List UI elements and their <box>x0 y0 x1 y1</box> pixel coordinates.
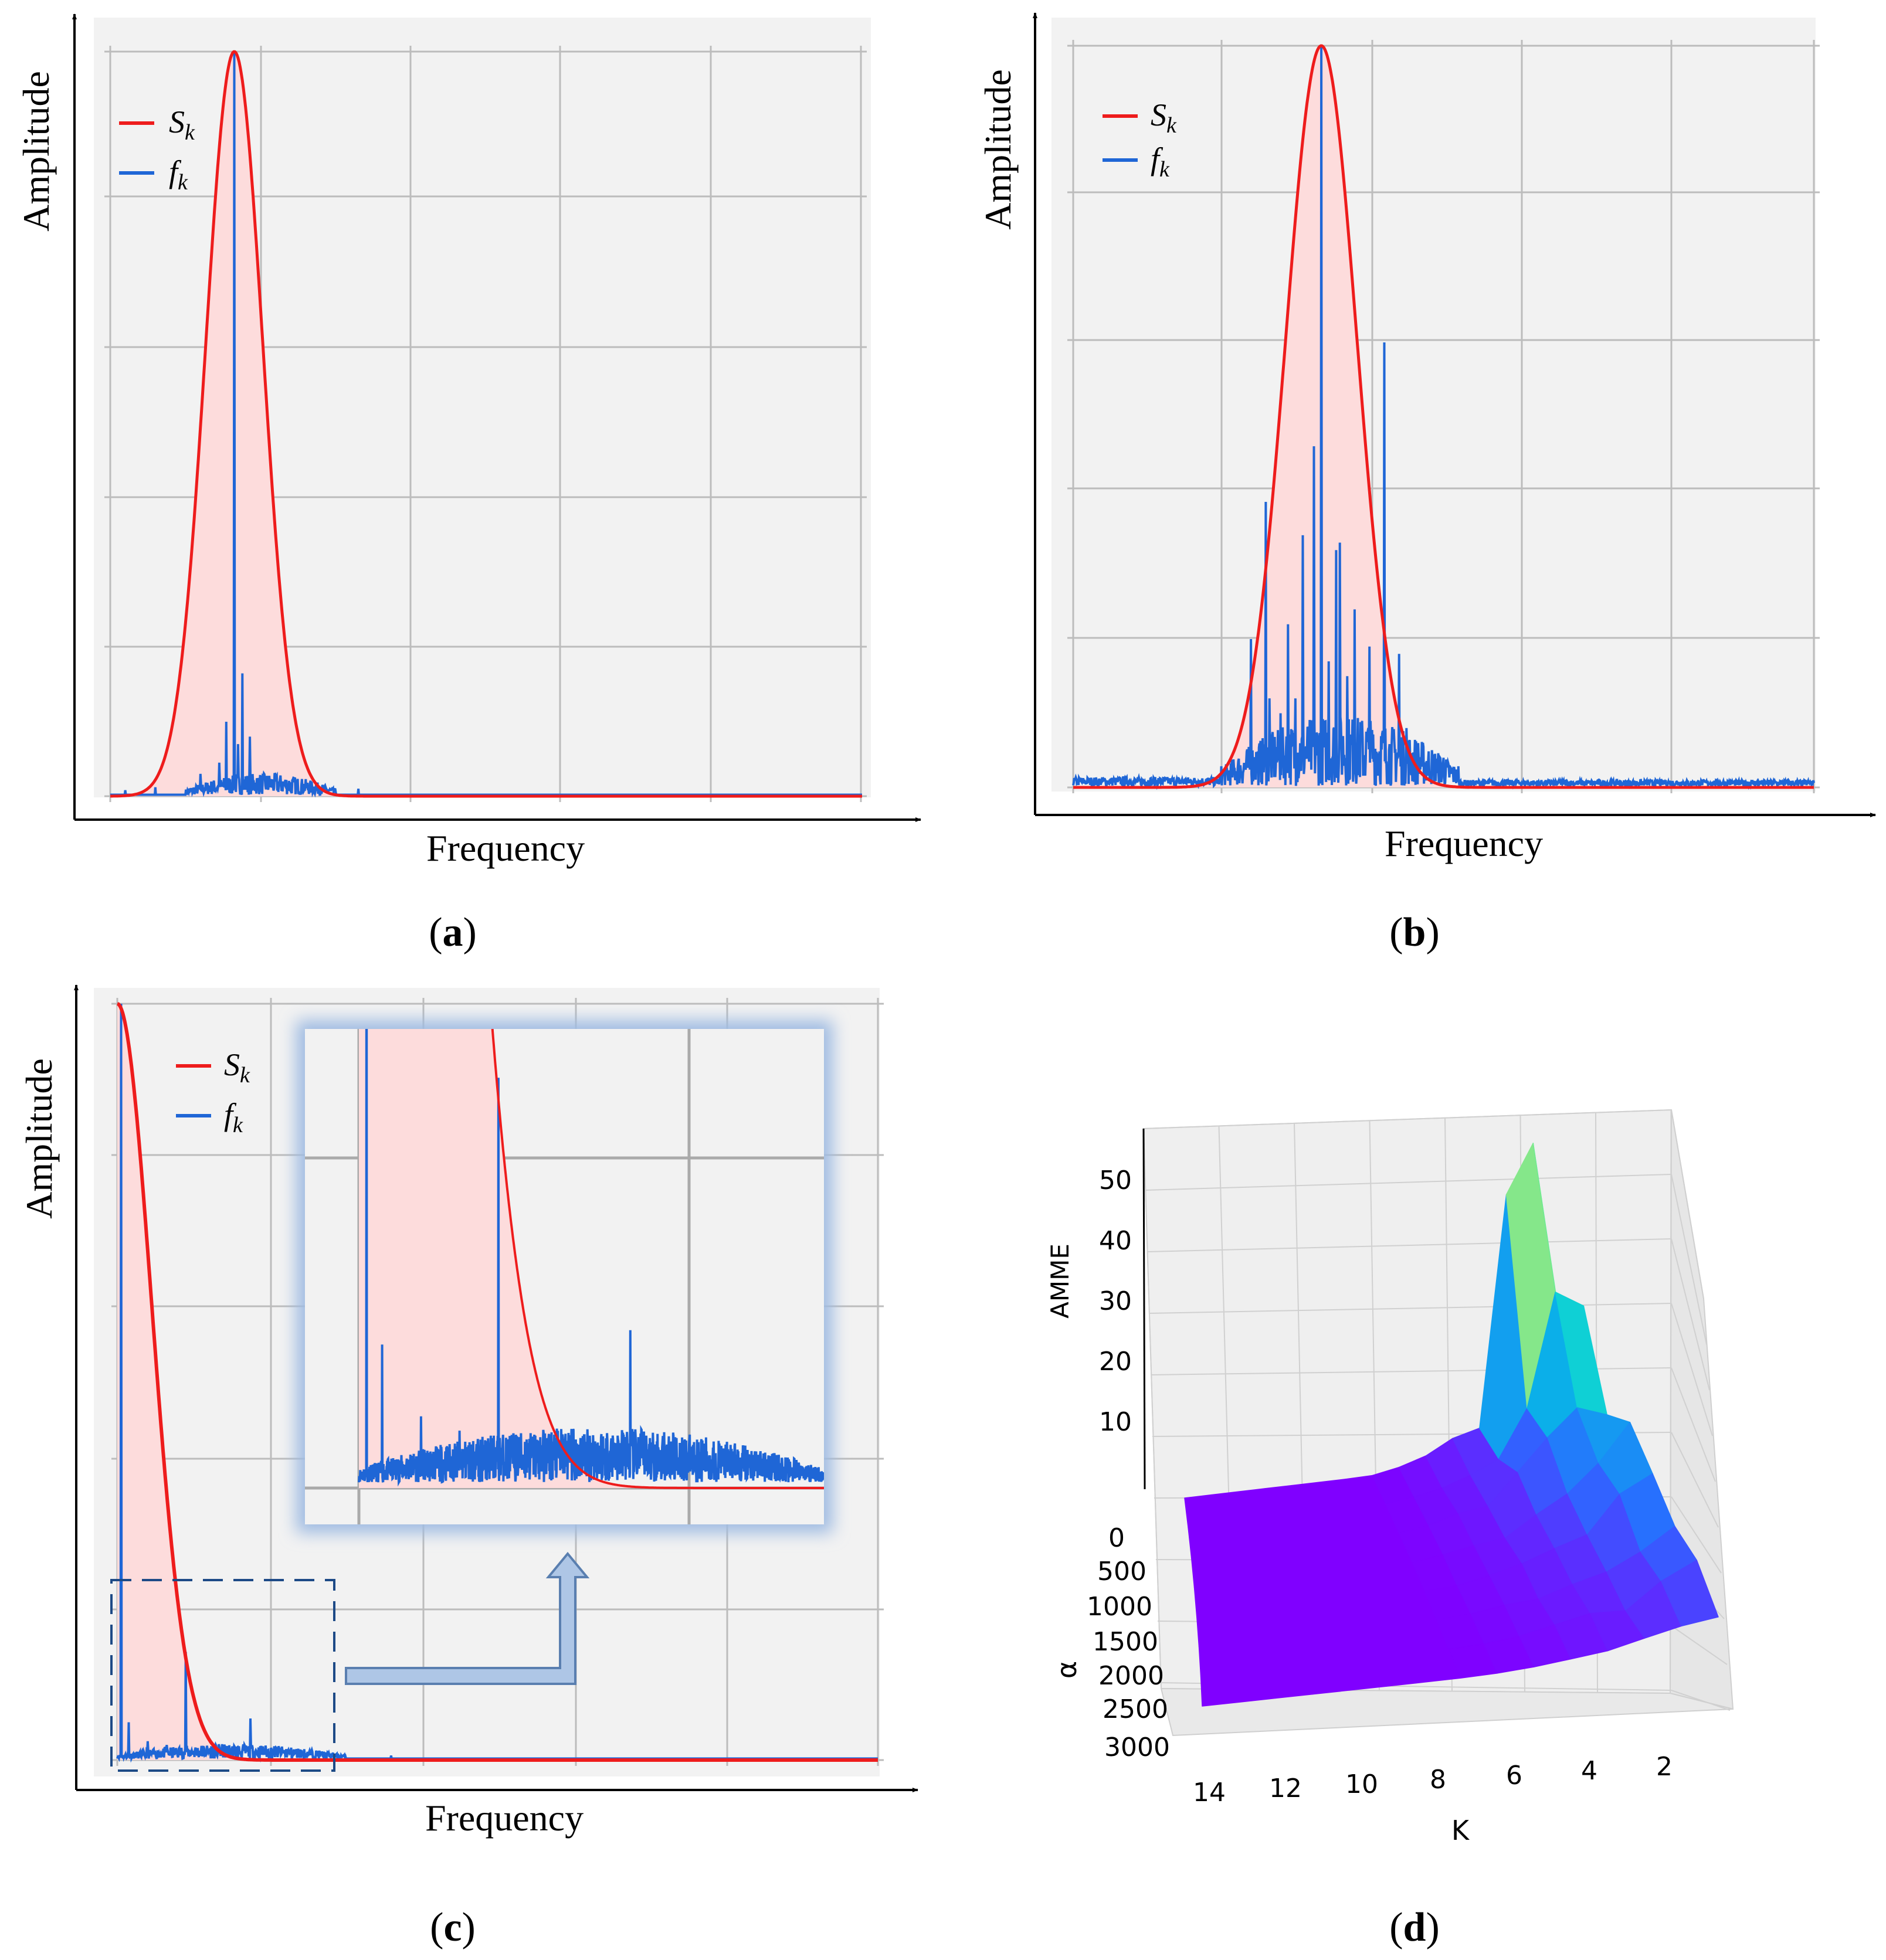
panel-d-grid-line <box>1671 1367 1716 1482</box>
panel-d-ztick-50: 50 <box>1099 1166 1132 1195</box>
panel-d-xtick-14: 14 <box>1193 1778 1226 1808</box>
panel-d-ztick-20: 20 <box>1099 1347 1132 1377</box>
surface-facet <box>1266 1635 1308 1669</box>
panel-d-ztick-30: 30 <box>1099 1286 1132 1316</box>
panel-a-sk-line <box>110 50 862 798</box>
panel-d-ztick-10: 10 <box>1099 1407 1132 1437</box>
panel-c-inset-sk-line <box>491 1029 824 1489</box>
panel-d-grid-line <box>1143 1109 1672 1129</box>
panel-c-zoom-arrow <box>345 1551 590 1685</box>
panel-a-xlabel: Frequency <box>426 827 585 869</box>
panel-d-x-axis: 14 12 10 8 6 4 2 K <box>1193 1752 1673 1846</box>
panel-b-xlabel: Frequency <box>1385 823 1543 864</box>
panel-d-xtick-2: 2 <box>1656 1752 1673 1782</box>
panel-b-sk-line <box>1073 44 1814 789</box>
panel-d-ytick-3000: 3000 <box>1104 1733 1170 1762</box>
panel-a-ylabel: Amplitude <box>15 71 57 232</box>
panel-d-xlabel: K <box>1451 1815 1470 1846</box>
surface-facet <box>1224 1579 1263 1614</box>
panel-d-ztick-40: 40 <box>1099 1226 1132 1256</box>
panel-d-xtick-8: 8 <box>1430 1765 1446 1795</box>
panel-c-xlabel: Frequency <box>425 1797 584 1839</box>
panel-d-ytick-2500: 2500 <box>1103 1694 1168 1724</box>
panel-b: Amplitude Frequency Sk fk (b) <box>977 12 1876 955</box>
surface-facet <box>1184 1494 1217 1528</box>
panel-c-inset <box>296 1020 833 1533</box>
panel-b-plot-background <box>1051 18 1816 792</box>
panel-a-label: (a) <box>429 910 477 955</box>
surface-facet <box>1220 1550 1257 1584</box>
surface-facet <box>1236 1668 1277 1703</box>
panel-c-zoom-selection <box>110 1579 335 1772</box>
panel-d-xtick-12: 12 <box>1269 1774 1302 1803</box>
panel-d-grid-line <box>1671 1303 1713 1436</box>
panel-d-surface <box>1184 1143 1719 1707</box>
panel-d-label: (d) <box>1389 1905 1440 1950</box>
panel-a-legend: Sk fk <box>119 104 195 195</box>
panel-d-grid-line <box>1671 1109 1704 1299</box>
panel-c-label: (c) <box>430 1905 476 1950</box>
panel-d-xtick-10: 10 <box>1345 1769 1378 1799</box>
panel-c-legend: Sk fk <box>176 1047 250 1137</box>
panel-d-grid-line <box>1671 1174 1707 1345</box>
panel-d-ytick-500: 500 <box>1097 1557 1146 1587</box>
panel-d-grid-line <box>1671 1625 1728 1665</box>
panel-d-y-axis: 0 500 1000 1500 2000 2500 3000 α <box>1051 1523 1170 1762</box>
panel-a: Amplitude Frequency Sk fk (a) <box>15 13 921 955</box>
panel-d-grid-line <box>1148 1303 1672 1314</box>
panel-c-inset-fk-line <box>358 1029 824 1487</box>
surface-facet <box>1229 1609 1268 1643</box>
panel-b-plot <box>1051 18 1820 793</box>
surface-facet <box>1193 1583 1230 1618</box>
panel-d-xtick-6: 6 <box>1506 1761 1522 1791</box>
panel-d-ytick-2000: 2000 <box>1098 1661 1164 1691</box>
panel-d: 10 20 30 40 50 AMME 0 500 1000 1500 2000… <box>1046 1109 1734 1950</box>
panel-d-grid-line <box>1671 1496 1722 1574</box>
surface-facet <box>1232 1639 1273 1673</box>
panel-d-floor <box>1160 1687 1734 1737</box>
panel-b-label: (b) <box>1389 910 1440 955</box>
panel-d-ytick-1500: 1500 <box>1093 1627 1158 1657</box>
panel-d-zlabel: AMME <box>1046 1244 1074 1319</box>
panel-d-grid-line <box>1671 1238 1710 1391</box>
panel-d-ylabel: α <box>1051 1661 1083 1679</box>
panel-d-grid-line <box>1671 1432 1719 1528</box>
surface-facet <box>1188 1524 1222 1558</box>
panel-c-sk-line <box>117 1002 878 1762</box>
panel-a-plot <box>94 18 871 802</box>
panel-a-sk-fill <box>110 52 862 797</box>
panel-d-xtick-4: 4 <box>1581 1756 1597 1786</box>
panel-b-ylabel: Amplitude <box>977 69 1019 230</box>
panel-d-ytick-1000: 1000 <box>1087 1592 1152 1622</box>
panel-d-ytick-0: 0 <box>1108 1523 1125 1553</box>
panel-b-fk-line <box>1072 45 1815 790</box>
surface-facet <box>1661 1560 1719 1627</box>
panel-b-legend-sk: Sk <box>1151 97 1177 138</box>
panel-d-grid-line <box>1143 1128 1162 1689</box>
surface-facet <box>1196 1612 1234 1648</box>
panel-d-grid-line <box>1145 1174 1672 1191</box>
surface-facet <box>1190 1553 1226 1588</box>
panel-d-grid-line <box>1671 1690 1731 1711</box>
panel-d-z-axis: 10 20 30 40 50 AMME <box>1046 1128 1146 1490</box>
panel-a-legend-sk: Sk <box>169 104 195 145</box>
panel-d-grid-line <box>1146 1238 1672 1252</box>
panel-c: Amplitude Frequency Sk fk (c) <box>18 984 918 1950</box>
surface-facet <box>1200 1672 1240 1707</box>
panel-c-ylabel: Amplitude <box>18 1058 60 1219</box>
surface-facet <box>1271 1664 1314 1699</box>
surface-facet <box>1198 1642 1237 1677</box>
panel-c-legend-sk: Sk <box>224 1047 250 1088</box>
panel-c-inset-sk-fill <box>359 1029 824 1488</box>
